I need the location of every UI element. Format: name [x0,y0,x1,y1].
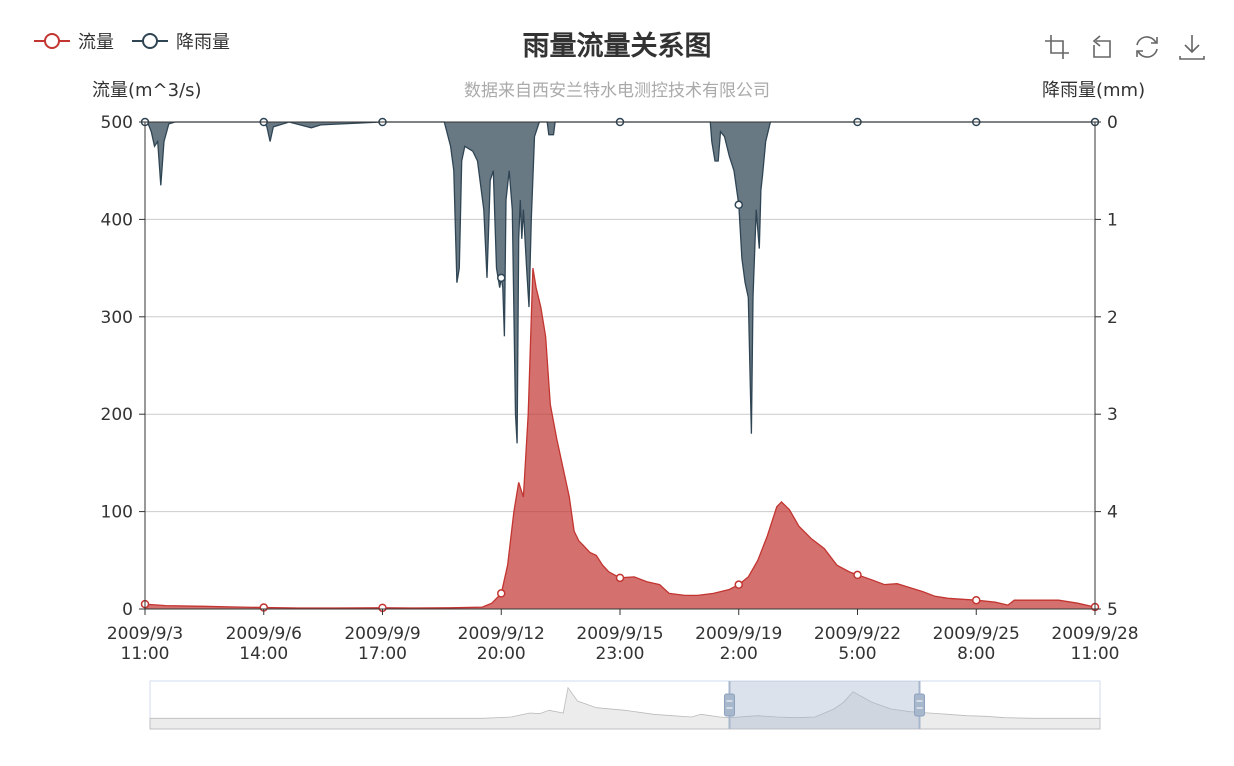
y-left-tick-label: 0 [122,600,133,620]
rainfall-point [734,200,743,210]
x-tick-label: 2009/9/6 14:00 [226,624,302,664]
zoom-reset-icon[interactable] [1087,32,1117,62]
grid-lines [145,121,1095,513]
y-right-axis-name: 降雨量(mm) [1042,80,1146,101]
toolbox [1042,32,1222,62]
chart-title: 雨量流量关系图 [522,31,712,62]
x-tick-label: 2009/9/28 11:00 [1051,624,1138,664]
data-zoom-slider[interactable] [149,680,1101,730]
zoom-overview-area [149,686,1101,730]
zoom-window[interactable] [729,681,920,729]
y-right-tick-label: 1 [1107,210,1118,230]
legend-rainfall-label: 降雨量 [176,32,230,53]
x-tick-label: 2009/9/15 23:00 [576,624,663,664]
area-zoom-icon[interactable] [1042,32,1072,62]
flow-line [144,267,1096,609]
chart-subtitle: 数据来自西安兰特水电测控技术有限公司 [464,81,770,101]
legend-item-flow[interactable]: 流量 [34,28,114,54]
axes: 0 100 200 300 400 500 0 1 2 3 4 5 2009/9/3 11:00 2009/… [101,113,1139,664]
y-left-axis-name: 流量(m^3/s) [92,80,202,101]
x-tick-label: 2009/9/19 2:00 [695,624,782,664]
y-left-tick-label: 400 [101,210,133,230]
flow-point [615,573,625,583]
save-image-icon[interactable] [1177,32,1207,62]
flow-point [853,570,862,580]
x-tick-label: 2009/9/12 20:00 [458,624,545,664]
legend-flow-label: 流量 [78,32,114,53]
y-right-tick-label: 0 [1107,113,1118,133]
x-tick-label: 2009/9/25 8:00 [933,624,1020,664]
legend-flow-icon [34,33,70,49]
legend: 流量 降雨量 [34,28,248,54]
flow-area [145,268,1095,609]
x-tick-label: 2009/9/9 17:00 [344,624,420,664]
zoom-grip-start[interactable] [724,693,735,717]
y-left-tick-label: 300 [101,308,133,328]
y-right-tick-label: 2 [1107,308,1118,328]
x-tick-label: 2009/9/22 5:00 [814,624,901,664]
y-left-tick-label: 100 [101,503,133,523]
y-left-tick-label: 200 [101,405,133,425]
zoom-grip-end[interactable] [914,693,925,717]
flow-series [140,267,1100,613]
legend-rainfall-icon [132,33,168,49]
rainfall-area [145,122,1095,444]
restore-icon[interactable] [1132,32,1162,62]
rainfall-series [140,117,1100,444]
x-tick-label: 2009/9/3 11:00 [107,624,183,664]
y-right-tick-label: 5 [1107,600,1118,620]
flow-point [972,595,981,605]
y-left-tick-label: 500 [101,113,133,133]
flow-point [734,580,743,589]
flow-point [497,589,506,598]
legend-item-rainfall[interactable]: 降雨量 [132,28,230,54]
y-right-tick-label: 4 [1107,503,1118,523]
y-right-tick-label: 3 [1107,405,1118,425]
rainfall-point [497,273,506,283]
rainfall-line [144,121,1095,444]
